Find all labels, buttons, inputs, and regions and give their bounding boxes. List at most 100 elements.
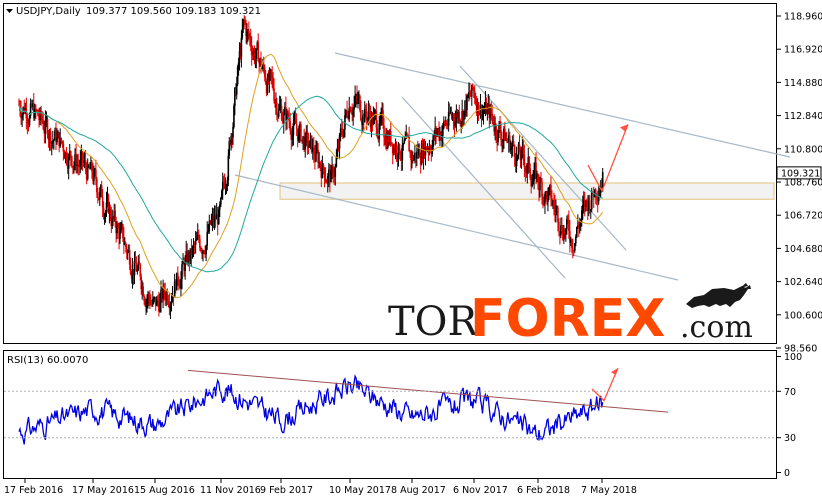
candle [134, 250, 137, 264]
candle [533, 162, 535, 190]
logo-forex: FOREX [470, 289, 665, 349]
candle [86, 158, 89, 181]
candle [420, 140, 423, 166]
candle [552, 199, 554, 210]
price-tick-label: 112.840 [784, 111, 822, 122]
candle [500, 121, 502, 147]
candle [300, 121, 302, 142]
candle [243, 15, 245, 30]
candle [535, 152, 537, 185]
candle [184, 255, 186, 280]
candle [395, 141, 398, 163]
candle [171, 286, 174, 303]
candle [219, 201, 221, 218]
candle [501, 131, 503, 153]
candle [364, 104, 367, 118]
rsi-projection-path [591, 367, 619, 402]
candle [116, 221, 118, 240]
candle [503, 126, 505, 149]
candle [209, 219, 212, 225]
candle [537, 173, 539, 190]
candle [260, 51, 262, 74]
candle [96, 176, 98, 198]
candle [469, 82, 471, 100]
candle [248, 21, 250, 40]
candle [586, 195, 589, 221]
candle [55, 122, 57, 151]
candle [561, 217, 563, 234]
candle [576, 226, 578, 238]
candle [138, 253, 141, 265]
candle [311, 138, 314, 160]
rsi-line [18, 374, 604, 445]
candle [531, 173, 533, 188]
candle [57, 130, 59, 139]
candle [385, 127, 387, 150]
candle [206, 221, 208, 251]
candle [277, 103, 280, 119]
candle [542, 193, 544, 209]
rsi-tick-label: 70 [784, 387, 796, 398]
candle [571, 238, 573, 254]
candle [196, 223, 199, 240]
candle [60, 137, 63, 145]
candle [313, 136, 315, 163]
candle [464, 100, 466, 120]
candle [502, 138, 504, 152]
candle [476, 98, 479, 124]
candle [207, 223, 210, 234]
ma-slow-line [18, 95, 603, 273]
candle [246, 23, 248, 45]
candle [392, 143, 395, 156]
candle [419, 152, 422, 174]
candle [223, 173, 226, 190]
candle [245, 19, 247, 44]
candle [229, 139, 231, 146]
candle [347, 110, 349, 121]
candle [102, 201, 105, 220]
candle [600, 178, 603, 189]
candle [556, 205, 558, 216]
candle [389, 121, 392, 148]
time-tick-label: 6 Feb 2018 [517, 485, 570, 496]
candle [170, 293, 173, 312]
candle [299, 121, 301, 144]
candle [267, 70, 270, 85]
candle [173, 273, 176, 298]
candle [351, 103, 354, 122]
candle [516, 154, 519, 162]
candle [481, 104, 484, 121]
candle [338, 132, 341, 160]
candle [508, 131, 511, 153]
channel-line [459, 65, 627, 251]
candle [182, 253, 184, 265]
candle [177, 266, 179, 287]
channel-line [234, 174, 679, 281]
candle [430, 144, 433, 162]
candle [249, 28, 252, 52]
candle [565, 227, 567, 242]
candle [204, 245, 206, 259]
price-tick-label: 98.560 [784, 344, 817, 355]
candle [145, 298, 147, 315]
candle [332, 163, 334, 183]
candle [382, 103, 384, 129]
candle [416, 144, 418, 167]
candle [433, 130, 435, 141]
time-tick-label: 11 Nov 2016 [200, 485, 261, 496]
time-tick-label: 10 May 2017 [329, 485, 391, 496]
candle [256, 40, 259, 51]
candle [444, 116, 447, 126]
candle [25, 97, 28, 130]
candle [539, 176, 541, 198]
candle [460, 121, 462, 134]
candle [396, 153, 399, 171]
candle [64, 151, 67, 164]
candle [202, 249, 204, 262]
dropdown-triangle-icon[interactable] [6, 9, 13, 13]
candle [443, 116, 445, 130]
candle [163, 283, 165, 301]
candle [377, 135, 380, 143]
candle [417, 143, 420, 159]
time-tick-label: 6 Nov 2017 [453, 485, 508, 496]
